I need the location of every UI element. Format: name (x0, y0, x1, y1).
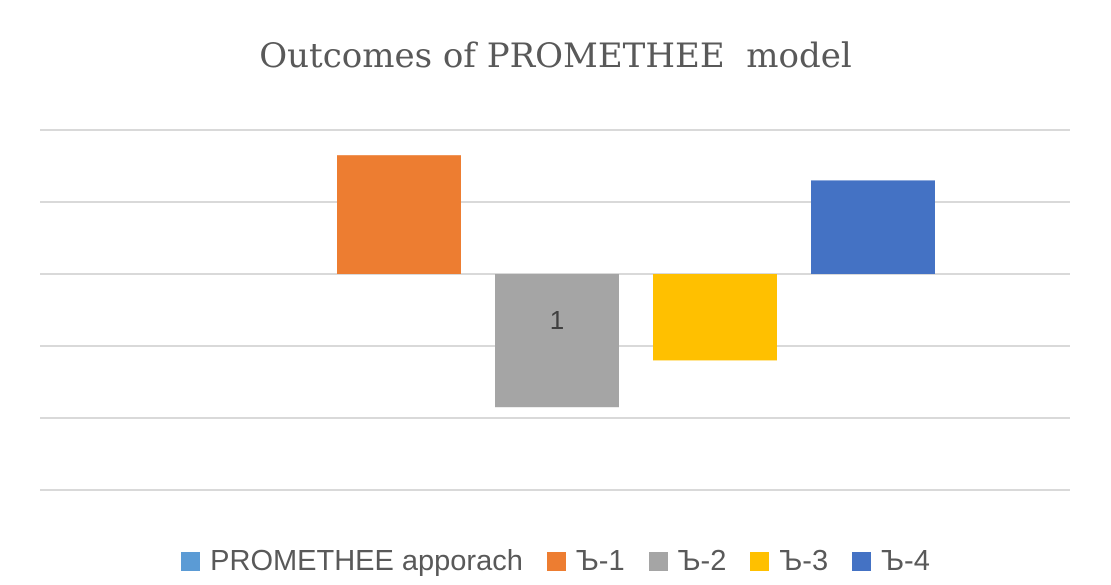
legend-item: Ъ-4 (852, 545, 930, 578)
bar-series-5 (811, 180, 935, 274)
bar-series-4 (653, 274, 777, 361)
legend-swatch (852, 552, 872, 571)
legend-swatch (648, 552, 668, 571)
legend-label: Ъ-1 (575, 545, 625, 577)
legend-label: Ъ-4 (881, 545, 930, 577)
legend-label: Ъ-2 (677, 545, 727, 577)
legend-swatch (750, 552, 770, 571)
legend-item: Ъ-1 (546, 545, 625, 578)
legend-item: PROMETHEE apporach (181, 545, 523, 578)
legend-item: Ъ-3 (750, 545, 828, 578)
legend: PROMETHEE apporach Ъ-1 Ъ-2 Ъ-3 Ъ-4 (0, 545, 1111, 578)
legend-label: Ъ-3 (779, 545, 829, 577)
legend-swatch (546, 552, 566, 571)
legend-swatch (181, 552, 201, 571)
bar-series-2 (337, 155, 461, 274)
legend-label: PROMETHEE apporach (210, 545, 523, 577)
bar-data-label: 1 (550, 305, 564, 335)
legend-item: Ъ-2 (648, 545, 727, 578)
chart-title: Outcomes of PROMETHEE model (259, 36, 852, 76)
bar-series-3 (495, 274, 619, 408)
